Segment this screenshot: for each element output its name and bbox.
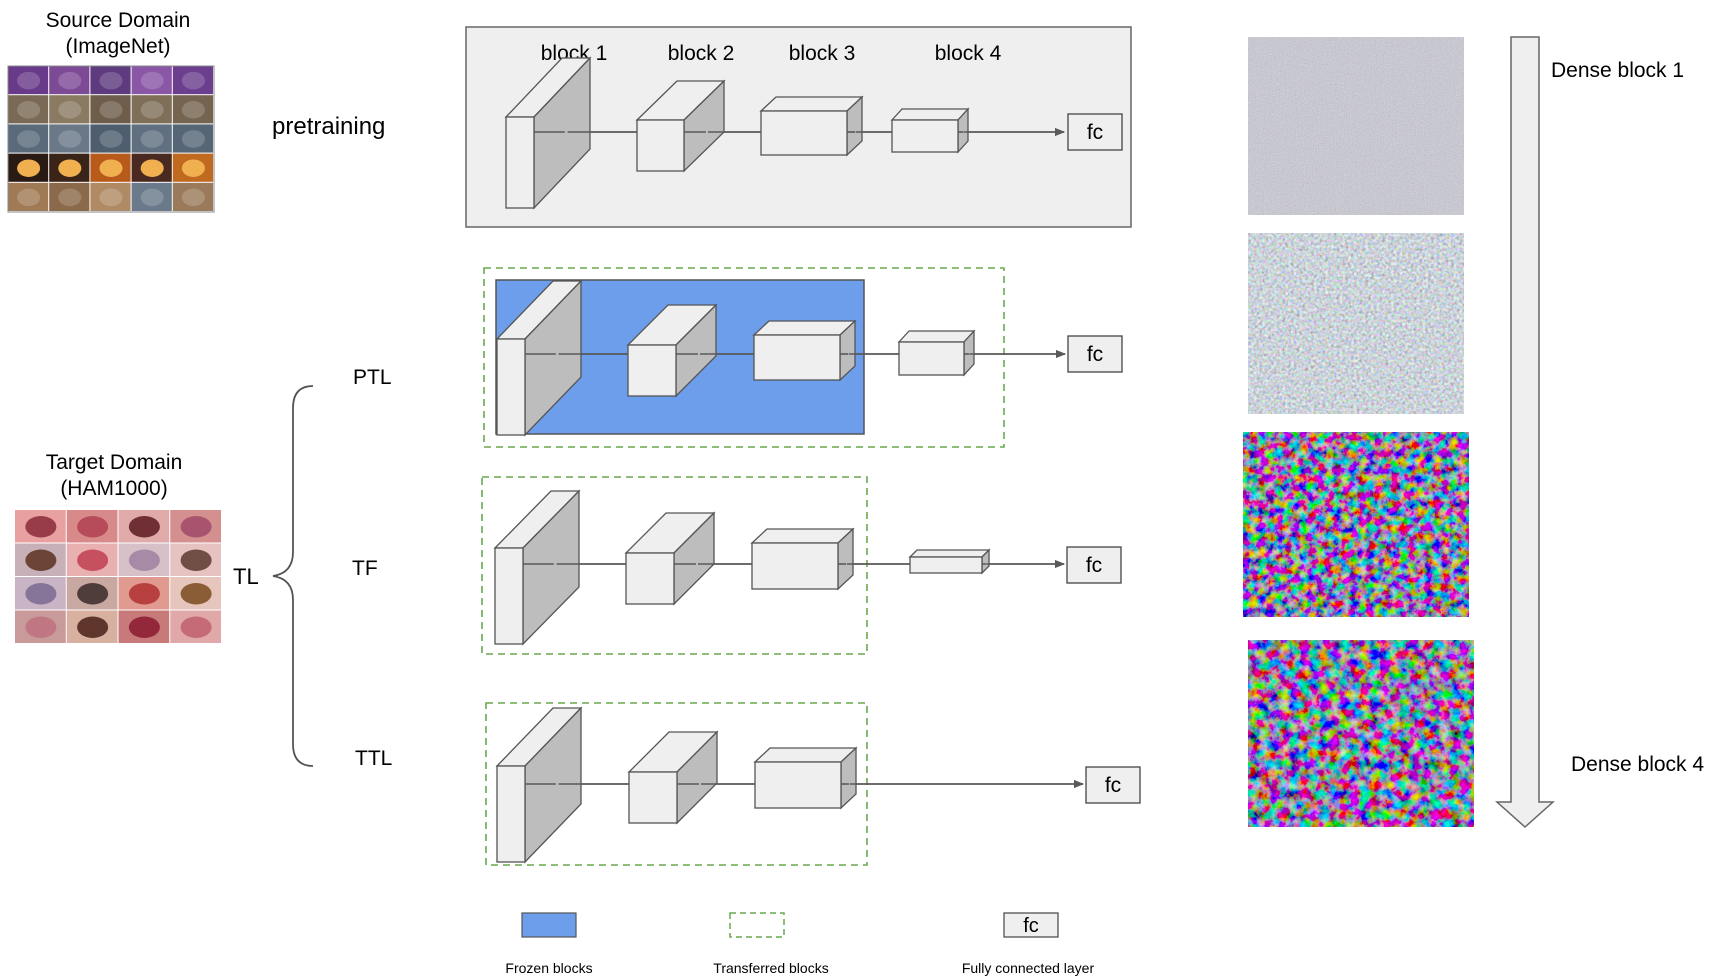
target-domain-title: Target Domain [46,451,183,474]
tf-block-1 [493,489,581,646]
target-domain-subtitle: (HAM1000) [60,477,167,500]
legend-fc-box [1003,912,1059,938]
tl-brace [272,385,314,767]
tf-transferred-region [481,476,868,655]
legend-transferred-swatch [729,912,785,938]
feature-map-2 [1248,233,1464,414]
depth-arrow-icon [1495,36,1555,829]
legend-fc-label: Fully connected layer [962,960,1095,976]
ttl-fc-box: fc [1085,766,1141,804]
pretraining-block-4 [890,107,970,154]
pretraining-network: fc [504,56,1123,210]
source-domain-subtitle: (ImageNet) [65,35,170,58]
fc-label: fc [1105,774,1121,797]
legend-transferred-label: Transferred blocks [713,960,828,976]
block-3-label: block 3 [789,42,856,65]
legend-frozen-label: Frozen blocks [505,960,592,976]
tf-label: TF [352,557,378,580]
dense-block-4-label: Dense block 4 [1571,753,1704,776]
ttl-network: fc [495,706,1141,864]
source-domain-title: Source Domain [46,9,191,32]
tl-label: TL [233,564,259,589]
feature-map-4 [1248,640,1474,827]
legend-fc-text: fc [1023,915,1039,937]
ptl-block-4 [897,329,976,377]
block-4-label: block 4 [935,42,1002,65]
ham-grid-icon [15,510,221,643]
dense-block-1-label: Dense block 1 [1551,59,1684,82]
pretraining-block-1 [504,56,592,210]
ttl-label: TTL [355,747,392,770]
ptl-block-1 [495,279,583,437]
pretraining-block-3 [759,95,864,157]
block-2-label: block 2 [668,42,735,65]
tf-block-4 [908,548,991,575]
ptl-label: PTL [353,366,392,389]
ttl-block-1 [495,706,583,864]
pretraining-label: pretraining [272,113,385,140]
feature-map-1 [1248,37,1464,215]
ttl-block-2 [627,730,719,825]
ttl-block-3 [753,746,858,810]
ptl-block-2 [626,303,718,398]
pretraining-block-2 [635,79,726,173]
tf-block-3 [750,527,855,591]
fc-label: fc [1086,554,1102,577]
ptl-transferred-region [483,267,1005,448]
fc-label: fc [1087,343,1103,366]
ptl-block-3 [752,319,857,382]
ptl-fc-box: fc [1067,335,1123,373]
tf-network: fc [493,489,1122,646]
tf-block-2 [624,511,716,606]
pretraining-fc-box: fc [1067,113,1123,151]
fc-label: fc [1087,121,1103,144]
imagenet-grid-icon [7,65,215,213]
ptl-network: fc [495,279,1123,437]
legend-frozen-swatch [521,912,577,938]
feature-map-3 [1243,432,1469,617]
tf-fc-box: fc [1066,546,1122,584]
